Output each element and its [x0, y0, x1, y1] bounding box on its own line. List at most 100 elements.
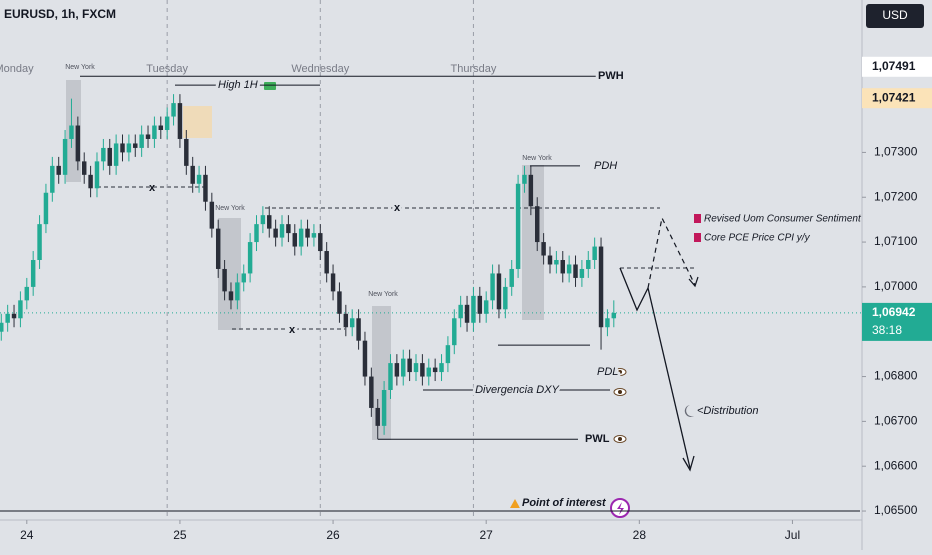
y-tick-label: 1,06700	[874, 414, 918, 428]
session-box	[183, 106, 212, 138]
x-tick-label: 26	[326, 528, 340, 542]
day-label: Tuesday	[146, 63, 188, 75]
candle-body	[318, 233, 323, 252]
candle-body	[145, 134, 151, 139]
session-label: New York	[368, 291, 398, 298]
candle-body	[522, 174, 527, 184]
eye-pupil	[618, 437, 622, 441]
y-tick-label: 1,06500	[874, 503, 918, 517]
y-tick-label: 1,07200	[874, 189, 918, 203]
y-tick-label: 1,06800	[874, 369, 918, 383]
candle-body	[247, 242, 253, 274]
candle-body	[222, 268, 227, 292]
candle-body	[535, 206, 540, 243]
session-box	[522, 165, 544, 320]
price-tag-label: 1,07421	[872, 90, 916, 104]
candle-body	[190, 165, 195, 184]
candle-body	[56, 165, 61, 175]
candle-body	[158, 125, 164, 130]
candle-body	[177, 103, 183, 139]
candle-body	[560, 260, 565, 274]
y-tick-label: 1,07000	[874, 279, 918, 293]
candle-body	[133, 143, 138, 148]
candle-body	[126, 143, 132, 153]
candle-body	[43, 192, 49, 225]
candle-body	[94, 161, 100, 189]
x-tick-label: 27	[480, 528, 494, 542]
candle-body	[215, 228, 221, 269]
currency-button[interactable]	[866, 4, 924, 28]
candle-body	[184, 138, 189, 166]
candle-body	[81, 161, 87, 175]
candle-body	[330, 273, 336, 292]
day-label: Thursday	[451, 63, 497, 75]
candle-body	[420, 363, 425, 377]
candle-body	[573, 264, 578, 278]
candle-body	[18, 300, 23, 319]
candle-body	[273, 228, 278, 238]
candle-body	[324, 251, 329, 274]
level-label: High 1H	[218, 79, 258, 91]
candle-body	[503, 286, 508, 310]
x-tick-label: 24	[20, 528, 34, 542]
candle-body	[554, 260, 559, 265]
candle-body	[483, 300, 489, 314]
level-label: Point of interest	[522, 497, 607, 509]
event-label: Core PCE Price CPI y/y	[704, 233, 811, 244]
projection-arrowhead	[682, 455, 695, 472]
candle-body	[356, 318, 361, 341]
candle-body	[164, 116, 170, 130]
candle-body	[139, 134, 144, 148]
currency-label[interactable]: USD	[882, 8, 908, 22]
level-label: PWL	[585, 433, 610, 445]
level-label: PDH	[594, 160, 617, 172]
candle-body	[311, 233, 317, 238]
candle-body	[611, 312, 617, 319]
candle-body	[432, 367, 438, 373]
candle-body	[401, 358, 406, 377]
candle-body	[24, 286, 30, 301]
projection-arrowhead	[688, 276, 699, 288]
candle-body	[413, 363, 419, 373]
candle-body	[541, 242, 546, 256]
candle-body	[369, 376, 374, 408]
projection-dashed	[647, 216, 696, 289]
projection-label: <Distribution	[697, 405, 758, 417]
candle-body	[196, 174, 202, 184]
candle-body	[445, 345, 451, 364]
x-tick-label: 28	[633, 528, 647, 542]
y-tick-label: 1,07300	[874, 145, 918, 159]
range-marker: x	[289, 324, 296, 336]
eye-icons	[613, 368, 627, 443]
moon-icon	[684, 405, 694, 417]
level-label: Divergencia DXY	[475, 384, 559, 396]
x-tick-label: 25	[173, 528, 187, 542]
candle-body	[152, 125, 157, 139]
candle-body	[254, 224, 259, 243]
x-tick-label: Jul	[785, 528, 800, 542]
candle-body	[241, 273, 246, 283]
candle-body	[235, 282, 240, 301]
price-tag-label: 1,06942	[872, 305, 916, 319]
price-tag	[862, 88, 932, 109]
candle-body	[547, 255, 553, 265]
candle-body	[528, 174, 534, 207]
event-flag	[694, 214, 701, 223]
candle-body	[305, 228, 310, 238]
candle-body	[113, 143, 119, 166]
candle-body	[30, 260, 36, 287]
candle-body	[101, 147, 106, 162]
session-label: New York	[215, 205, 245, 212]
symbol-title: EURUSD, 1h, FXCM	[4, 7, 116, 21]
level-label: PWH	[598, 70, 624, 82]
candle-body	[477, 295, 483, 314]
warning-icon	[510, 499, 520, 508]
candle-body	[88, 174, 93, 189]
candle-body	[62, 138, 68, 175]
range-marker: x	[394, 202, 401, 214]
candle-body	[298, 228, 304, 247]
day-label: Monday	[0, 63, 34, 75]
